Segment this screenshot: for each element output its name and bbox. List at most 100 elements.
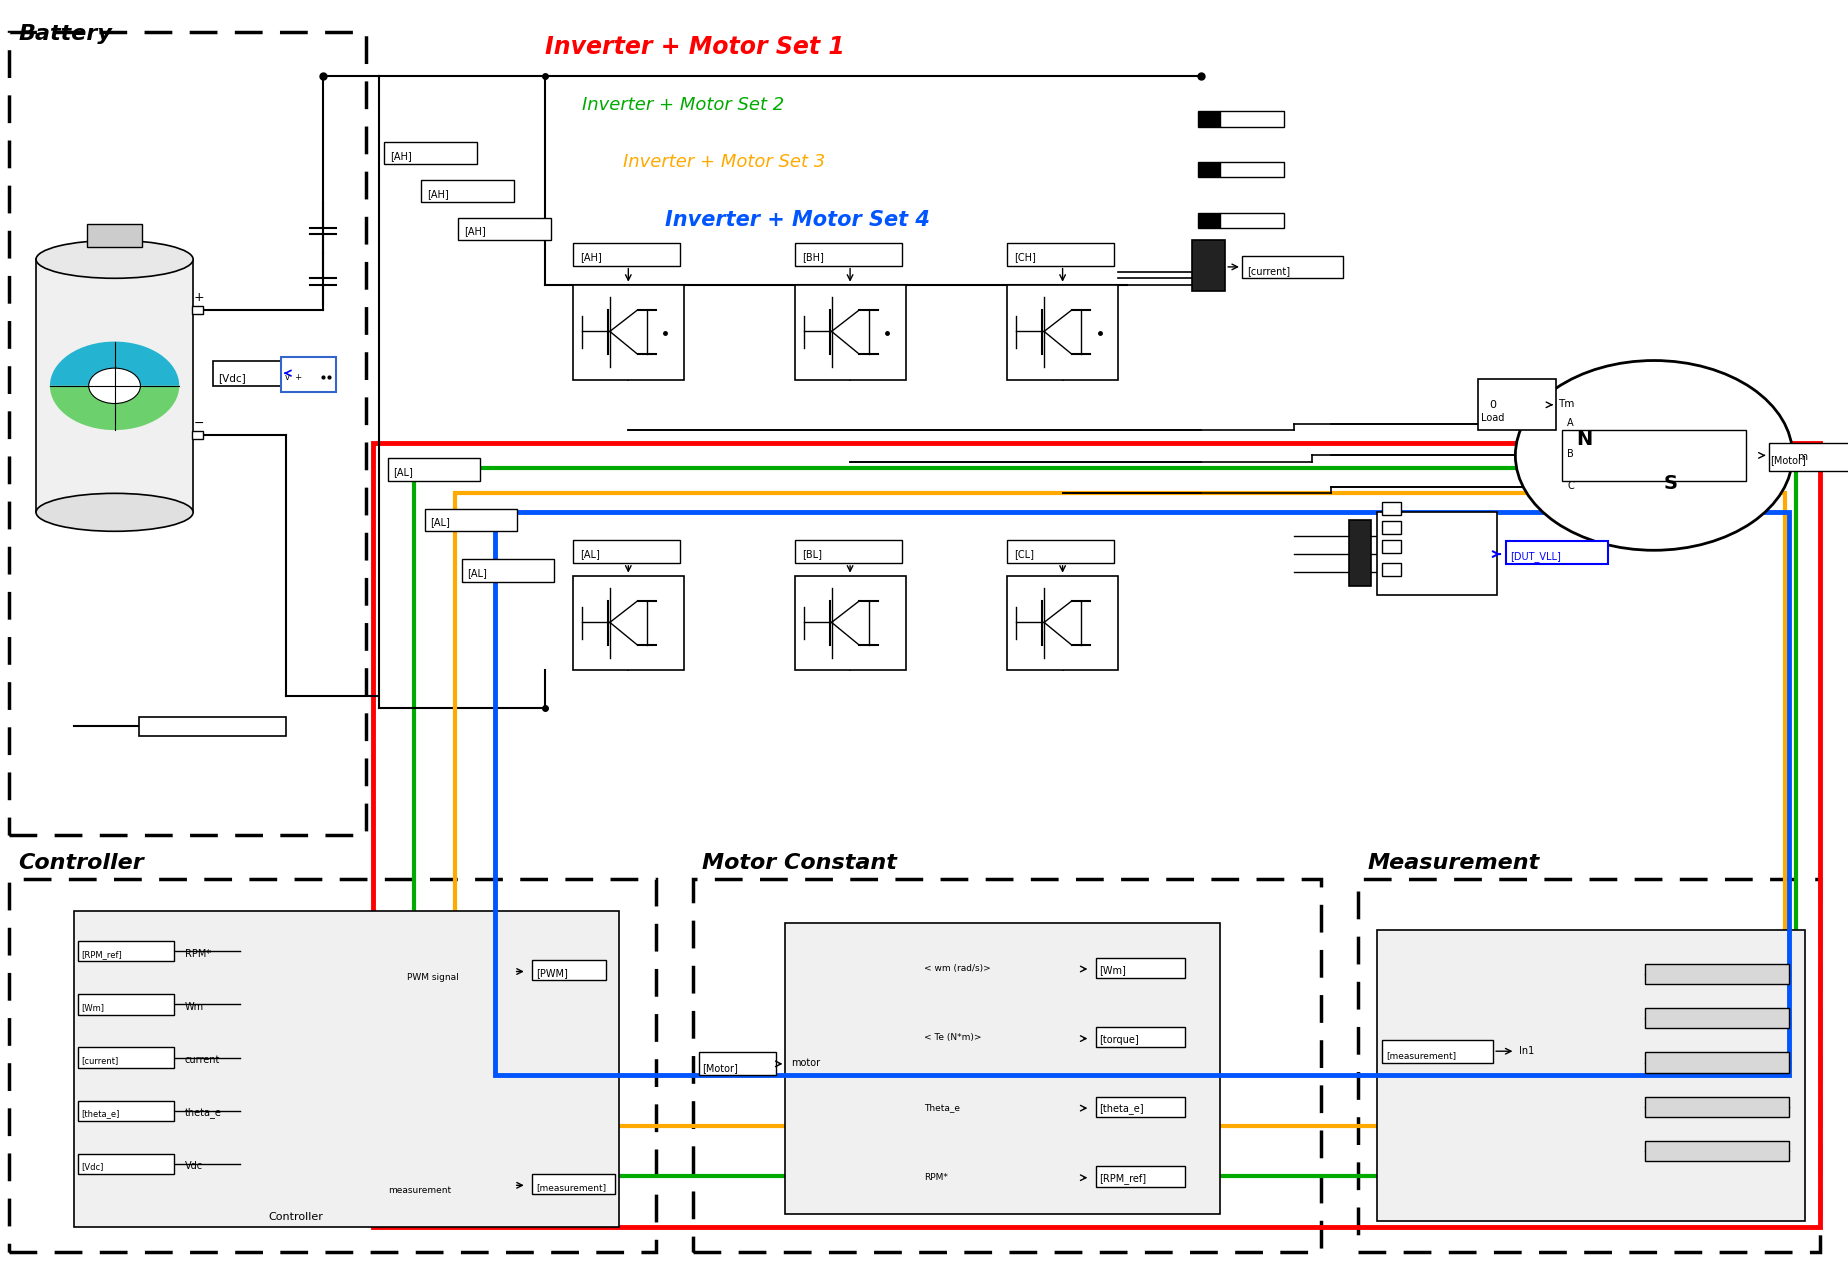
Text: [theta_e]: [theta_e] <box>81 1109 120 1118</box>
FancyBboxPatch shape <box>1645 1097 1789 1117</box>
FancyBboxPatch shape <box>532 960 606 980</box>
Wedge shape <box>50 386 179 430</box>
Text: Theta_e: Theta_e <box>924 1103 959 1112</box>
FancyBboxPatch shape <box>1242 256 1343 278</box>
FancyBboxPatch shape <box>699 1052 776 1075</box>
FancyBboxPatch shape <box>139 717 286 736</box>
FancyBboxPatch shape <box>573 540 680 563</box>
Text: [AL]: [AL] <box>431 517 451 528</box>
FancyBboxPatch shape <box>1007 243 1114 266</box>
FancyBboxPatch shape <box>87 224 142 247</box>
Text: [RPM_ref]: [RPM_ref] <box>1100 1173 1148 1184</box>
FancyBboxPatch shape <box>388 458 480 481</box>
Text: Inverter + Motor Set 3: Inverter + Motor Set 3 <box>623 153 824 171</box>
FancyBboxPatch shape <box>1096 1027 1185 1047</box>
FancyBboxPatch shape <box>1096 1166 1185 1187</box>
FancyBboxPatch shape <box>1220 213 1284 228</box>
Text: < wm (rad/s)>: < wm (rad/s)> <box>924 964 991 973</box>
Text: [RPM_ref]: [RPM_ref] <box>81 950 122 959</box>
Text: Inverter + Motor Set 4: Inverter + Motor Set 4 <box>665 210 930 230</box>
Text: +: + <box>194 291 205 304</box>
FancyBboxPatch shape <box>1007 576 1118 670</box>
FancyBboxPatch shape <box>1645 1008 1789 1028</box>
Text: RPM*: RPM* <box>924 1173 948 1182</box>
Text: [DUT_VLL]: [DUT_VLL] <box>1510 550 1562 562</box>
FancyBboxPatch shape <box>1192 240 1225 291</box>
FancyBboxPatch shape <box>1007 540 1114 563</box>
FancyBboxPatch shape <box>1478 380 1556 430</box>
FancyBboxPatch shape <box>785 923 1220 1214</box>
FancyBboxPatch shape <box>795 285 906 380</box>
Circle shape <box>1515 361 1793 550</box>
FancyBboxPatch shape <box>1007 285 1118 380</box>
Text: [AL]: [AL] <box>580 549 601 559</box>
Text: [Wm]: [Wm] <box>1100 965 1127 975</box>
FancyBboxPatch shape <box>1096 1097 1185 1117</box>
Text: [AH]: [AH] <box>580 252 602 262</box>
Text: [measurement]: [measurement] <box>1386 1051 1456 1060</box>
Text: [BH]: [BH] <box>802 252 824 262</box>
Circle shape <box>89 368 140 404</box>
FancyBboxPatch shape <box>78 1101 174 1121</box>
FancyBboxPatch shape <box>1382 502 1401 515</box>
Text: current: current <box>185 1055 220 1065</box>
Text: B: B <box>1567 449 1574 459</box>
Text: [AL]: [AL] <box>468 568 488 578</box>
Text: Inverter + Motor Set 1: Inverter + Motor Set 1 <box>545 35 845 59</box>
Text: [AH]: [AH] <box>390 151 412 161</box>
Text: measurement: measurement <box>388 1187 451 1195</box>
FancyBboxPatch shape <box>1645 1141 1789 1161</box>
Text: < Te (N*m)>: < Te (N*m)> <box>924 1034 981 1042</box>
Text: [torque]: [torque] <box>1100 1035 1140 1045</box>
Text: [AH]: [AH] <box>464 226 486 237</box>
Text: Wm: Wm <box>185 1002 203 1012</box>
FancyBboxPatch shape <box>795 576 906 670</box>
Text: [theta_e]: [theta_e] <box>1100 1103 1144 1114</box>
FancyBboxPatch shape <box>458 218 551 240</box>
Text: Motor Constant: Motor Constant <box>702 853 896 873</box>
Text: [Vdc]: [Vdc] <box>218 373 246 383</box>
Text: [BL]: [BL] <box>802 549 822 559</box>
Text: −: − <box>194 417 205 430</box>
Text: [Motor]: [Motor] <box>1770 455 1805 466</box>
FancyBboxPatch shape <box>1096 958 1185 978</box>
FancyBboxPatch shape <box>795 243 902 266</box>
FancyBboxPatch shape <box>78 994 174 1015</box>
Ellipse shape <box>35 240 192 278</box>
Text: [Wm]: [Wm] <box>81 1003 103 1012</box>
FancyBboxPatch shape <box>78 941 174 961</box>
Text: motor: motor <box>791 1058 821 1068</box>
Ellipse shape <box>35 493 192 531</box>
FancyBboxPatch shape <box>1382 1040 1493 1063</box>
FancyBboxPatch shape <box>573 285 684 380</box>
FancyBboxPatch shape <box>573 576 684 670</box>
Text: [current]: [current] <box>1247 266 1290 276</box>
FancyBboxPatch shape <box>1769 443 1848 471</box>
FancyBboxPatch shape <box>1645 964 1789 984</box>
Text: Inverter + Motor Set 2: Inverter + Motor Set 2 <box>582 96 784 114</box>
FancyBboxPatch shape <box>795 540 902 563</box>
Text: [AL]: [AL] <box>394 467 414 477</box>
Text: RPM*: RPM* <box>185 949 211 959</box>
FancyBboxPatch shape <box>1377 512 1497 595</box>
FancyBboxPatch shape <box>1562 430 1746 481</box>
FancyBboxPatch shape <box>1645 1052 1789 1073</box>
Text: Measurement: Measurement <box>1368 853 1539 873</box>
FancyBboxPatch shape <box>78 1154 174 1174</box>
Text: [CL]: [CL] <box>1015 549 1035 559</box>
Text: Vdc: Vdc <box>185 1161 203 1171</box>
Text: Battery: Battery <box>18 24 113 44</box>
FancyBboxPatch shape <box>1382 540 1401 553</box>
FancyBboxPatch shape <box>78 1047 174 1068</box>
Text: Controller: Controller <box>268 1212 323 1222</box>
Text: [Motor]: [Motor] <box>702 1063 737 1073</box>
FancyBboxPatch shape <box>1198 111 1220 126</box>
Text: N: N <box>1576 430 1593 449</box>
FancyBboxPatch shape <box>1198 213 1220 228</box>
FancyBboxPatch shape <box>573 243 680 266</box>
FancyBboxPatch shape <box>213 361 286 386</box>
Text: v  +: v + <box>285 373 301 382</box>
Text: [measurement]: [measurement] <box>536 1183 606 1192</box>
FancyBboxPatch shape <box>35 259 194 512</box>
FancyBboxPatch shape <box>281 357 336 392</box>
